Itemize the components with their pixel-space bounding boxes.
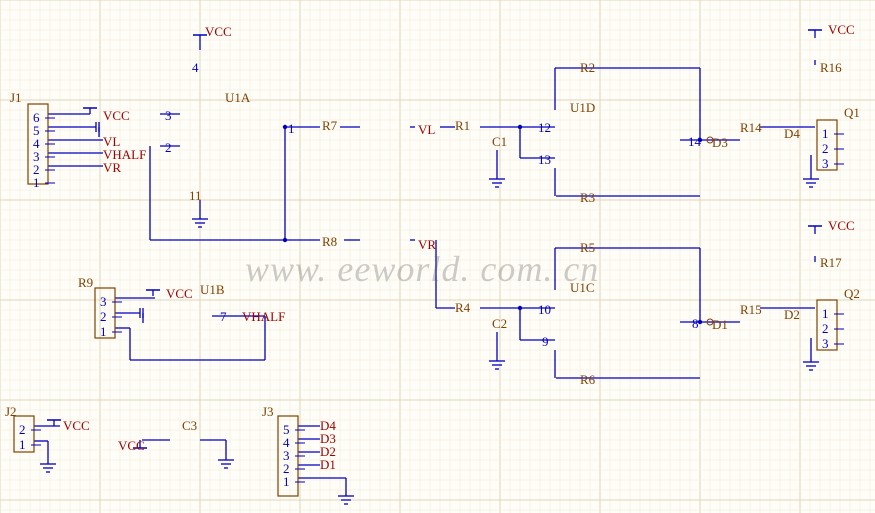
pin13: 13 [538, 152, 551, 168]
pin11: 11 [189, 188, 202, 204]
J1: J1 [10, 90, 22, 106]
J3: J3 [262, 404, 274, 420]
Q1: Q1 [844, 105, 860, 121]
junction [518, 306, 522, 310]
R7: R7 [322, 118, 337, 134]
D1: D1 [712, 317, 728, 333]
R9-pins-2: 2 [100, 309, 107, 325]
J1-pins-1: 1 [33, 175, 40, 191]
pin9: 9 [542, 334, 549, 350]
VCC-J2: VCC [63, 418, 90, 434]
D1-J3: D1 [320, 457, 336, 473]
D2-Q2: D2 [784, 307, 800, 323]
R16: R16 [820, 60, 842, 76]
VL-mid: VL [418, 122, 435, 138]
Q1-pins-1: 1 [822, 126, 829, 142]
R3: R3 [580, 190, 595, 206]
junction [283, 125, 287, 129]
pin14: 14 [688, 134, 701, 150]
C2: C2 [492, 316, 507, 332]
Q2-pins-1: 1 [822, 306, 829, 322]
R2: R2 [580, 60, 595, 76]
U1A: U1A [225, 90, 250, 106]
Q2: Q2 [844, 286, 860, 302]
VCC-J1: VCC [103, 108, 130, 124]
VHALF-U1B: VHALF [242, 309, 285, 325]
R9-pins-1: 1 [100, 324, 107, 340]
J2-pins-1: 1 [19, 437, 26, 453]
pin10: 10 [538, 302, 551, 318]
VCC-Q2: VCC [828, 218, 855, 234]
Q2-pins-2: 2 [822, 321, 829, 337]
R14: R14 [740, 120, 762, 136]
Q2-pins-3: 3 [822, 336, 829, 352]
pin12: 12 [538, 120, 551, 136]
U1B: U1B [200, 282, 225, 298]
R6: R6 [580, 372, 595, 388]
C1: C1 [492, 134, 507, 150]
J3-pins-1: 1 [283, 474, 290, 490]
U1D: U1D [570, 100, 595, 116]
pin1: 1 [288, 121, 295, 137]
pin8: 8 [692, 316, 699, 332]
VCC-top: VCC [205, 24, 232, 40]
R17: R17 [820, 255, 842, 271]
D4-Q1: D4 [784, 126, 800, 142]
Q1-pins-3: 3 [822, 156, 829, 172]
pin2: 2 [165, 140, 172, 156]
VCC-Q1: VCC [828, 22, 855, 38]
R1: R1 [455, 118, 470, 134]
schematic-canvas: J1VCCVLVHALFVRVCC4U1A32111R7VLR1R2U1DC11… [0, 0, 875, 513]
VR-J1: VR [103, 160, 121, 176]
J2: J2 [5, 404, 17, 420]
R9-pins-3: 3 [100, 294, 107, 310]
junction [283, 238, 287, 242]
VCC-C3: VCC [118, 438, 145, 454]
D3: D3 [712, 135, 728, 151]
pin4: 4 [192, 60, 199, 76]
pin7: 7 [220, 309, 227, 325]
pin3: 3 [165, 108, 172, 124]
R9: R9 [78, 275, 93, 291]
J2-pins-2: 2 [19, 422, 26, 438]
VCC-R9: VCC [166, 286, 193, 302]
R15: R15 [740, 302, 762, 318]
watermark: www. eeworld. com. cn [245, 248, 599, 290]
C3: C3 [182, 418, 197, 434]
junction [518, 125, 522, 129]
R4: R4 [455, 300, 470, 316]
Q1-pins-2: 2 [822, 141, 829, 157]
